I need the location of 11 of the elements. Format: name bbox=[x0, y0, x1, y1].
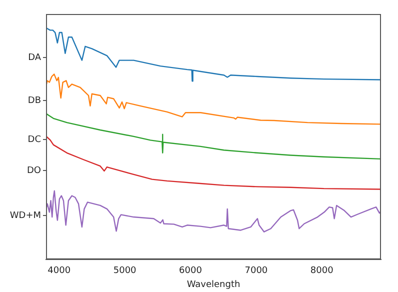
text: DO bbox=[26, 166, 41, 176]
x-tick-label: 6000 bbox=[179, 266, 202, 276]
x-tick-label: 4000 bbox=[48, 266, 71, 276]
x-axis-title: Wavelength bbox=[186, 280, 240, 290]
x-tick-label: 8000 bbox=[310, 266, 334, 276]
text: DA bbox=[28, 52, 42, 63]
series-label: WD+M bbox=[10, 210, 41, 221]
text: DC bbox=[28, 134, 41, 145]
x-tick-label: 7000 bbox=[244, 266, 268, 276]
series-label: DB bbox=[28, 96, 41, 106]
x-tick-label: 5000 bbox=[113, 266, 137, 276]
